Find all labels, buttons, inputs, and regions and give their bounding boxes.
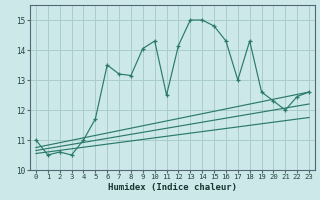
X-axis label: Humidex (Indice chaleur): Humidex (Indice chaleur) xyxy=(108,183,237,192)
